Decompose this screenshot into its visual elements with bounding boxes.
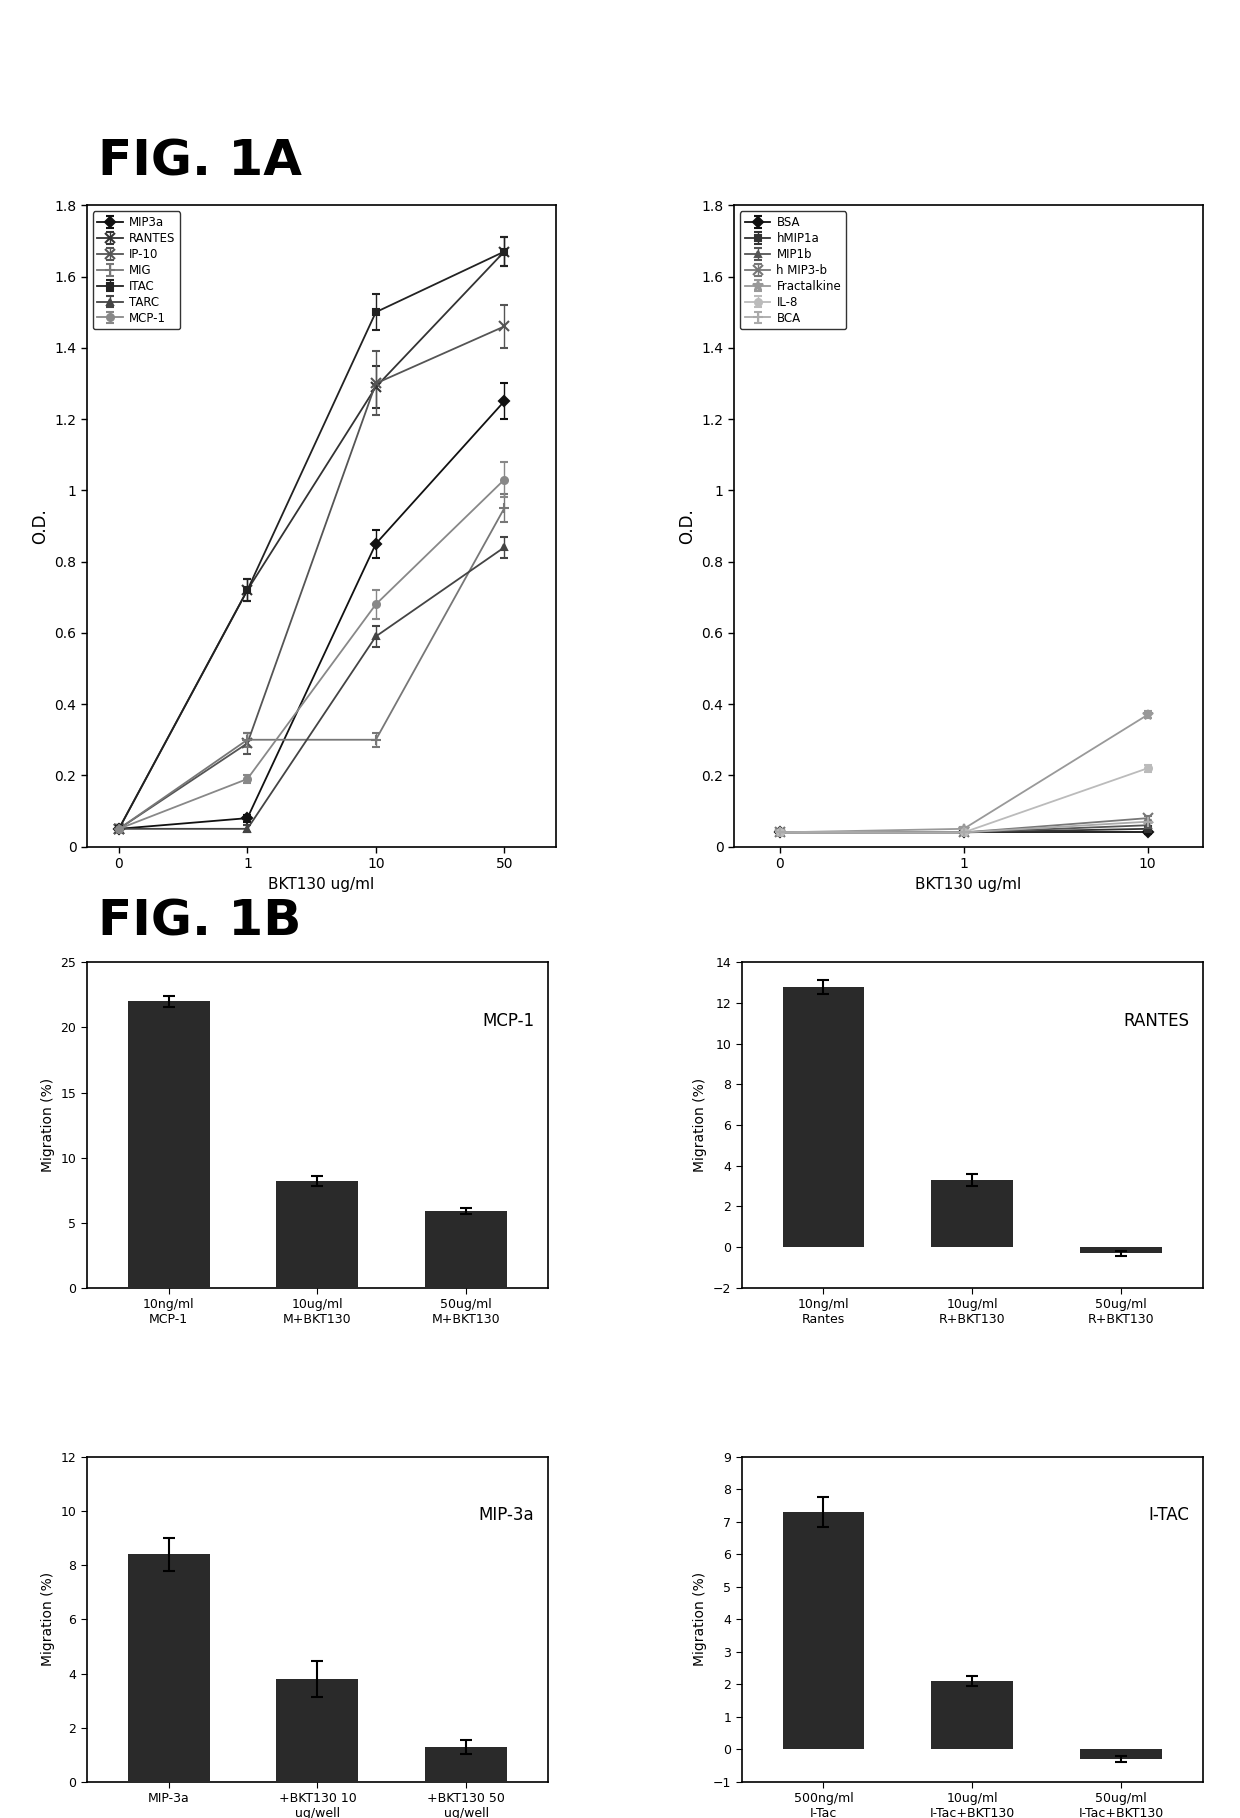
Y-axis label: Migration (%): Migration (%) (693, 1078, 707, 1173)
Bar (277, 1182, 358, 1287)
Y-axis label: O.D.: O.D. (31, 507, 48, 544)
Text: MCP-1: MCP-1 (482, 1013, 534, 1031)
Y-axis label: O.D.: O.D. (678, 507, 696, 544)
Bar (425, 1211, 507, 1287)
Bar (1080, 1247, 1162, 1253)
Text: FIG. 1A: FIG. 1A (98, 136, 303, 185)
Text: MIP-3a: MIP-3a (479, 1507, 534, 1523)
Bar (128, 1002, 210, 1287)
Bar (277, 1680, 358, 1782)
Bar (931, 1180, 1013, 1247)
Bar (425, 1747, 507, 1782)
X-axis label: BKT130 ug/ml: BKT130 ug/ml (915, 876, 1022, 891)
Y-axis label: Migration (%): Migration (%) (41, 1078, 55, 1173)
Legend: BSA, hMIP1a, MIP1b, h MIP3-b, Fractalkine, IL-8, BCA: BSA, hMIP1a, MIP1b, h MIP3-b, Fractalkin… (740, 211, 846, 329)
Bar (1080, 1749, 1162, 1760)
Text: I-TAC: I-TAC (1148, 1507, 1189, 1523)
Text: RANTES: RANTES (1123, 1013, 1189, 1031)
Text: FIG. 1B: FIG. 1B (98, 896, 301, 945)
X-axis label: BKT130 ug/ml: BKT130 ug/ml (268, 876, 374, 891)
Bar (782, 1513, 864, 1749)
Y-axis label: Migration (%): Migration (%) (41, 1573, 55, 1667)
Y-axis label: Migration (%): Migration (%) (693, 1573, 707, 1667)
Bar (782, 987, 864, 1247)
Bar (931, 1682, 1013, 1749)
Bar (128, 1554, 210, 1782)
Legend: MIP3a, RANTES, IP-10, MIG, ITAC, TARC, MCP-1: MIP3a, RANTES, IP-10, MIG, ITAC, TARC, M… (93, 211, 180, 329)
